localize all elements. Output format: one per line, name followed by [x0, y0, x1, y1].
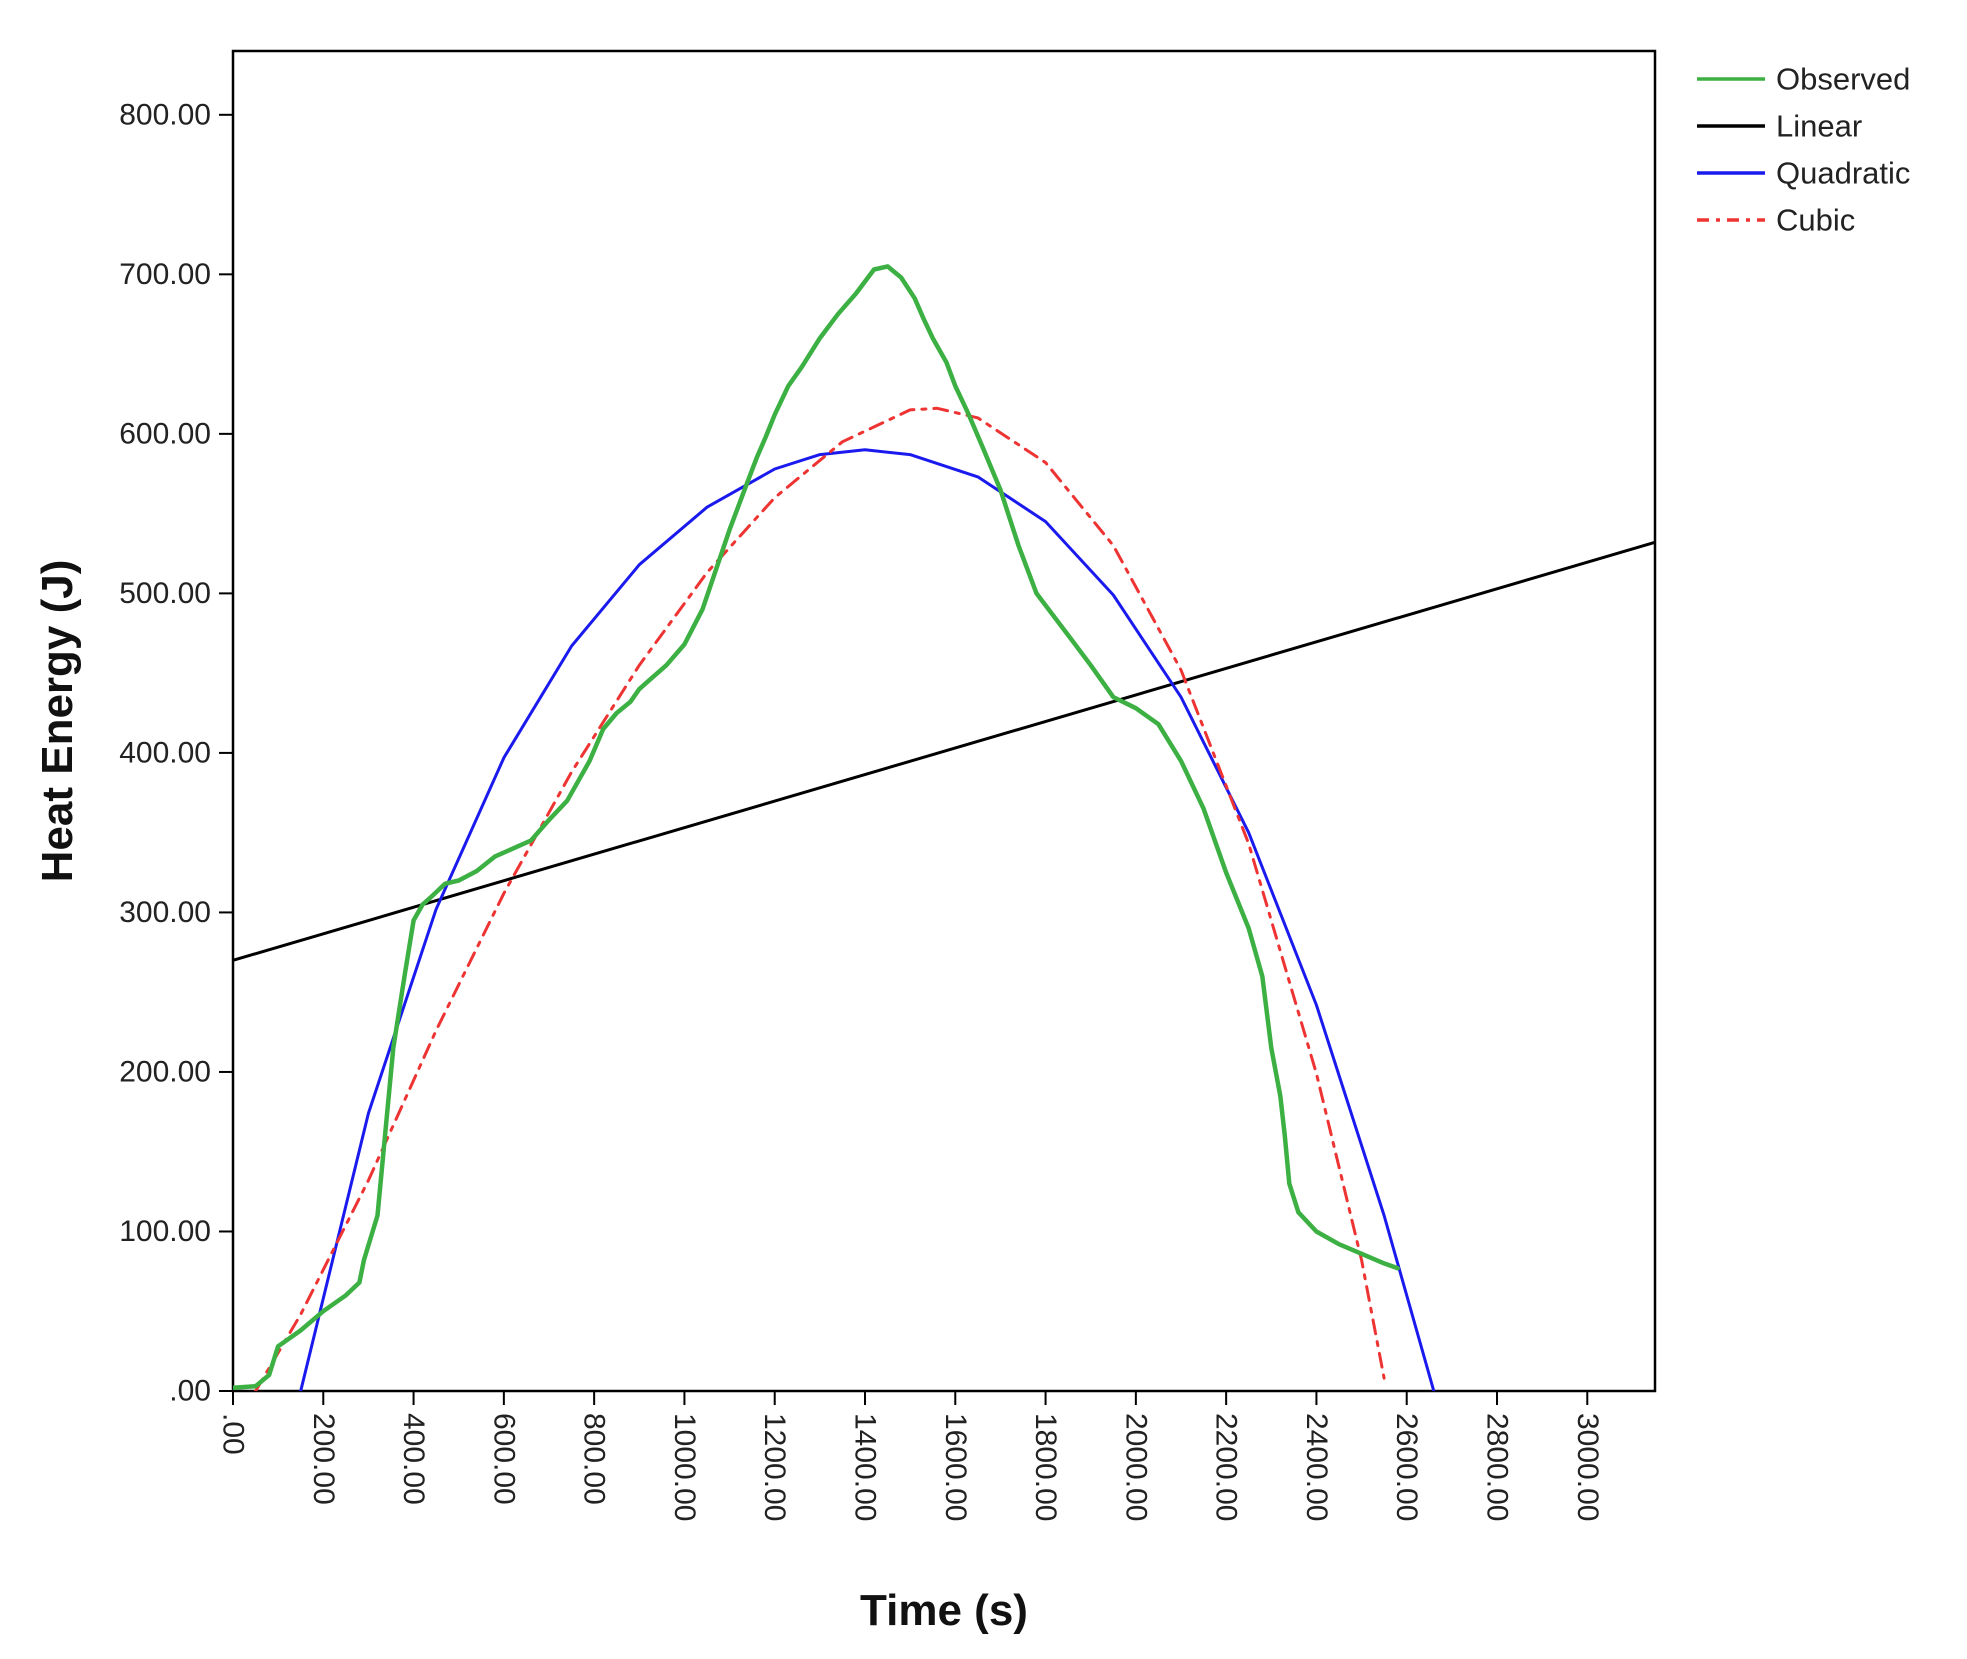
y-tick-label: 100.00	[119, 1215, 211, 1248]
legend-label-observed: Observed	[1776, 62, 1910, 97]
x-tick-label: 2600.00	[1390, 1413, 1423, 1521]
x-axis: .00 200.00 400.00 600.00 800.00 1000.00 1200.0…	[217, 1391, 1604, 1521]
legend-label-cubic: Cubic	[1776, 203, 1855, 238]
series-line-cubic	[254, 406, 1386, 1391]
x-tick-label: 400.00	[397, 1413, 430, 1505]
x-tick-label: 1000.00	[668, 1413, 701, 1521]
y-tick-label: 400.00	[119, 736, 211, 769]
y-tick-label: 200.00	[119, 1055, 211, 1088]
x-tick-label: .00	[217, 1413, 250, 1455]
x-tick-label: 200.00	[307, 1413, 340, 1505]
x-tick-label: 1400.00	[849, 1413, 882, 1521]
y-tick-label: 500.00	[119, 577, 211, 610]
series-line-observed	[233, 264, 1400, 1391]
legend: Observed Linear Quadratic Cubic	[1697, 62, 1910, 238]
series-line-linear	[233, 540, 1655, 962]
x-axis-title: Time (s)	[860, 1586, 1028, 1635]
x-tick-label: 2000.00	[1119, 1413, 1152, 1521]
x-tick-label: 1800.00	[1029, 1413, 1062, 1521]
y-tick-label: .00	[169, 1375, 211, 1408]
x-tick-label: 2800.00	[1481, 1413, 1514, 1521]
x-tick-label: 2200.00	[1210, 1413, 1243, 1521]
y-axis: .00 100.00 200.00 300.00 400.00 500.00 600.00 7…	[119, 98, 233, 1408]
y-tick-label: 800.00	[119, 98, 211, 131]
legend-label-linear: Linear	[1776, 109, 1862, 144]
series-line-quadratic	[299, 448, 1436, 1391]
series-layer	[233, 264, 1655, 1391]
y-tick-label: 300.00	[119, 896, 211, 929]
x-tick-label: 800.00	[578, 1413, 611, 1505]
y-tick-label: 600.00	[119, 417, 211, 450]
legend-label-quadratic: Quadratic	[1776, 156, 1910, 191]
y-axis-title: Heat Energy (J)	[33, 560, 82, 883]
x-tick-label: 1200.00	[758, 1413, 791, 1521]
x-tick-label: 1600.00	[939, 1413, 972, 1521]
x-tick-label: 600.00	[487, 1413, 520, 1505]
y-tick-label: 700.00	[119, 258, 211, 291]
x-tick-label: 2400.00	[1300, 1413, 1333, 1521]
plot-frame	[231, 49, 1657, 1393]
x-tick-label: 3000.00	[1571, 1413, 1604, 1521]
